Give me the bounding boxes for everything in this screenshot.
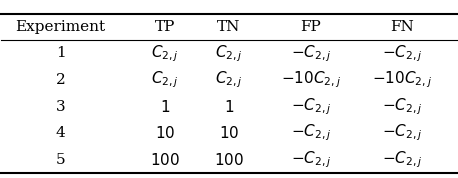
Text: $-C_{2,j}$: $-C_{2,j}$	[382, 150, 422, 170]
Text: $10$: $10$	[155, 125, 175, 141]
Text: Experiment: Experiment	[16, 20, 106, 34]
Text: $1$: $1$	[160, 98, 170, 114]
Text: TP: TP	[155, 20, 175, 34]
Text: 3: 3	[56, 100, 65, 114]
Text: $-C_{2,j}$: $-C_{2,j}$	[382, 43, 422, 64]
Text: 1: 1	[56, 46, 65, 60]
Text: $100$: $100$	[214, 152, 244, 168]
Text: $-C_{2,j}$: $-C_{2,j}$	[382, 123, 422, 143]
Text: $-C_{2,j}$: $-C_{2,j}$	[291, 123, 331, 143]
Text: $C_{2,j}$: $C_{2,j}$	[215, 70, 243, 90]
Text: $-C_{2,j}$: $-C_{2,j}$	[291, 43, 331, 64]
Text: TN: TN	[217, 20, 241, 34]
Text: $100$: $100$	[150, 152, 180, 168]
Text: FP: FP	[300, 20, 322, 34]
Text: $-10C_{2,j}$: $-10C_{2,j}$	[372, 70, 432, 90]
Text: $C_{2,j}$: $C_{2,j}$	[215, 43, 243, 64]
Text: $1$: $1$	[224, 98, 234, 114]
Text: $-10C_{2,j}$: $-10C_{2,j}$	[281, 70, 341, 90]
Text: $C_{2,j}$: $C_{2,j}$	[151, 43, 179, 64]
Text: 4: 4	[56, 126, 65, 140]
Text: $-C_{2,j}$: $-C_{2,j}$	[291, 96, 331, 117]
Text: $10$: $10$	[219, 125, 239, 141]
Text: $-C_{2,j}$: $-C_{2,j}$	[382, 96, 422, 117]
Text: 5: 5	[56, 153, 65, 167]
Text: FN: FN	[390, 20, 414, 34]
Text: 2: 2	[56, 73, 65, 87]
Text: $C_{2,j}$: $C_{2,j}$	[151, 70, 179, 90]
Text: $-C_{2,j}$: $-C_{2,j}$	[291, 150, 331, 170]
